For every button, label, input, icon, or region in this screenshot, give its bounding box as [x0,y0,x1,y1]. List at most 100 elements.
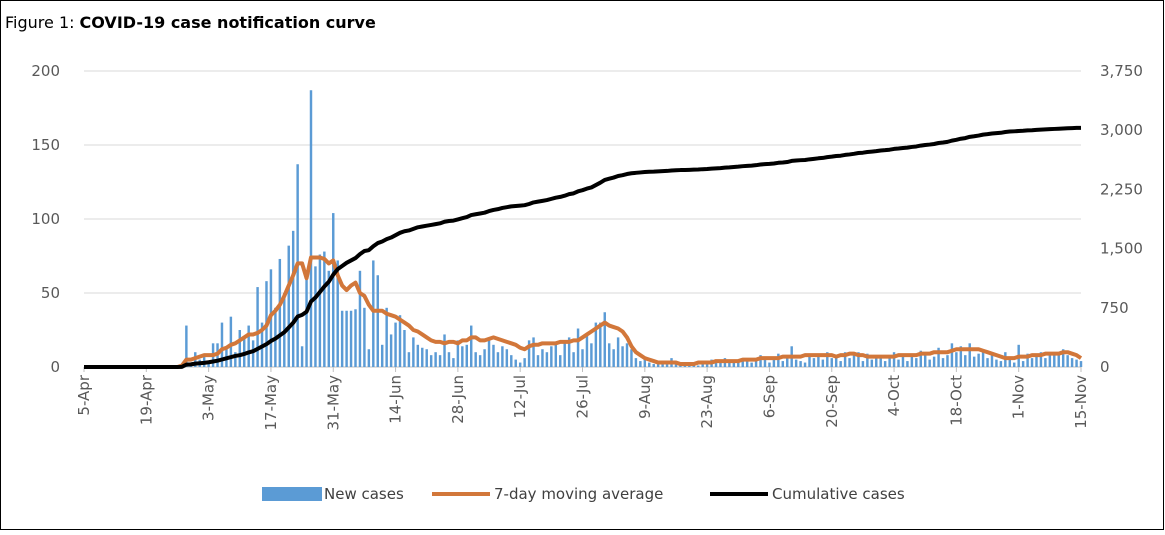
bar [234,352,237,367]
y2-tick-label: 750 [1100,299,1129,317]
bar [443,334,446,367]
bar [906,361,909,367]
bar [332,213,335,367]
x-tick-label: 26-Jul [574,375,592,418]
y2-tick-label: 0 [1100,358,1110,376]
figure-label: Figure 1: [5,13,75,32]
chart-title: Figure 1: COVID-19 case notification curv… [5,13,376,32]
y-tick-label: 100 [31,210,60,228]
bar [518,362,522,367]
bar [826,352,829,367]
bar [470,325,473,367]
bar [323,251,326,367]
x-tick-label: 5-Apr [75,374,93,415]
y-tick-label: 150 [31,136,60,154]
bar [452,358,455,367]
bar [425,349,428,367]
bar [1075,359,1078,367]
bar [505,349,509,367]
bar [532,337,535,367]
bar [843,352,847,367]
bar [358,270,362,367]
bar [336,260,339,367]
bar [594,322,598,367]
x-tick-label: 20-Sep [823,375,841,428]
bar [229,316,233,367]
bar [376,275,379,367]
bar [1039,352,1043,367]
bar [389,334,393,367]
y2-tick-label: 3,000 [1100,121,1143,139]
bar [1035,355,1038,367]
bar [946,355,949,367]
bar [861,361,865,367]
bar [554,344,558,367]
x-tick-label: 23-Aug [698,375,716,428]
title-text: COVID-19 case notification curve [80,13,376,32]
bar [923,355,927,367]
bar [256,287,259,367]
bar [510,355,513,367]
bar [661,362,664,367]
bar [972,356,976,367]
bar [461,346,464,367]
bar [1030,358,1034,367]
bar [567,337,571,367]
bar [866,353,869,367]
bar [1057,352,1060,367]
bar [251,340,255,367]
line [84,255,1083,369]
bar [616,337,620,367]
bar [959,346,963,367]
bar [585,334,589,367]
x-tick-label: 3-May [200,375,218,421]
legend: New cases 7-day moving average Cumulative … [262,485,905,503]
bar [652,364,655,367]
bar [639,361,642,367]
bar [550,346,553,367]
bar [808,355,811,367]
bar [380,344,384,367]
bar [483,349,486,367]
bar [995,359,998,367]
bar [305,278,308,367]
bar [728,362,731,367]
bar [492,344,495,367]
bar [478,355,482,367]
bar [385,307,388,367]
bar [763,359,767,367]
bar [287,245,290,367]
bar [879,355,882,367]
bar [572,352,575,367]
bar [607,343,611,367]
bar [986,358,989,367]
bar [247,325,250,367]
bar [928,359,931,367]
bar [634,358,638,367]
bar [719,361,722,367]
bar [514,359,517,367]
bar [696,365,700,367]
bar [309,90,313,368]
bar [990,355,994,367]
bar [345,310,348,367]
bar [848,358,851,367]
y-tick-label: 50 [41,284,60,302]
x-tick-label: 28-Jun [449,375,467,424]
legend-label: New cases [324,485,404,503]
bar [625,343,629,367]
bar [278,258,282,367]
bar [412,337,415,367]
bar [968,343,971,367]
bar [839,361,842,367]
bar [781,361,785,367]
bar [754,358,758,367]
bar [523,358,526,367]
x-tick-label: 1-Nov [1010,375,1028,419]
x-tick-label: 6-Sep [760,375,778,418]
bar [643,358,647,367]
bar [238,330,242,367]
bar [349,310,353,367]
bar [799,361,802,367]
bar [834,355,838,367]
